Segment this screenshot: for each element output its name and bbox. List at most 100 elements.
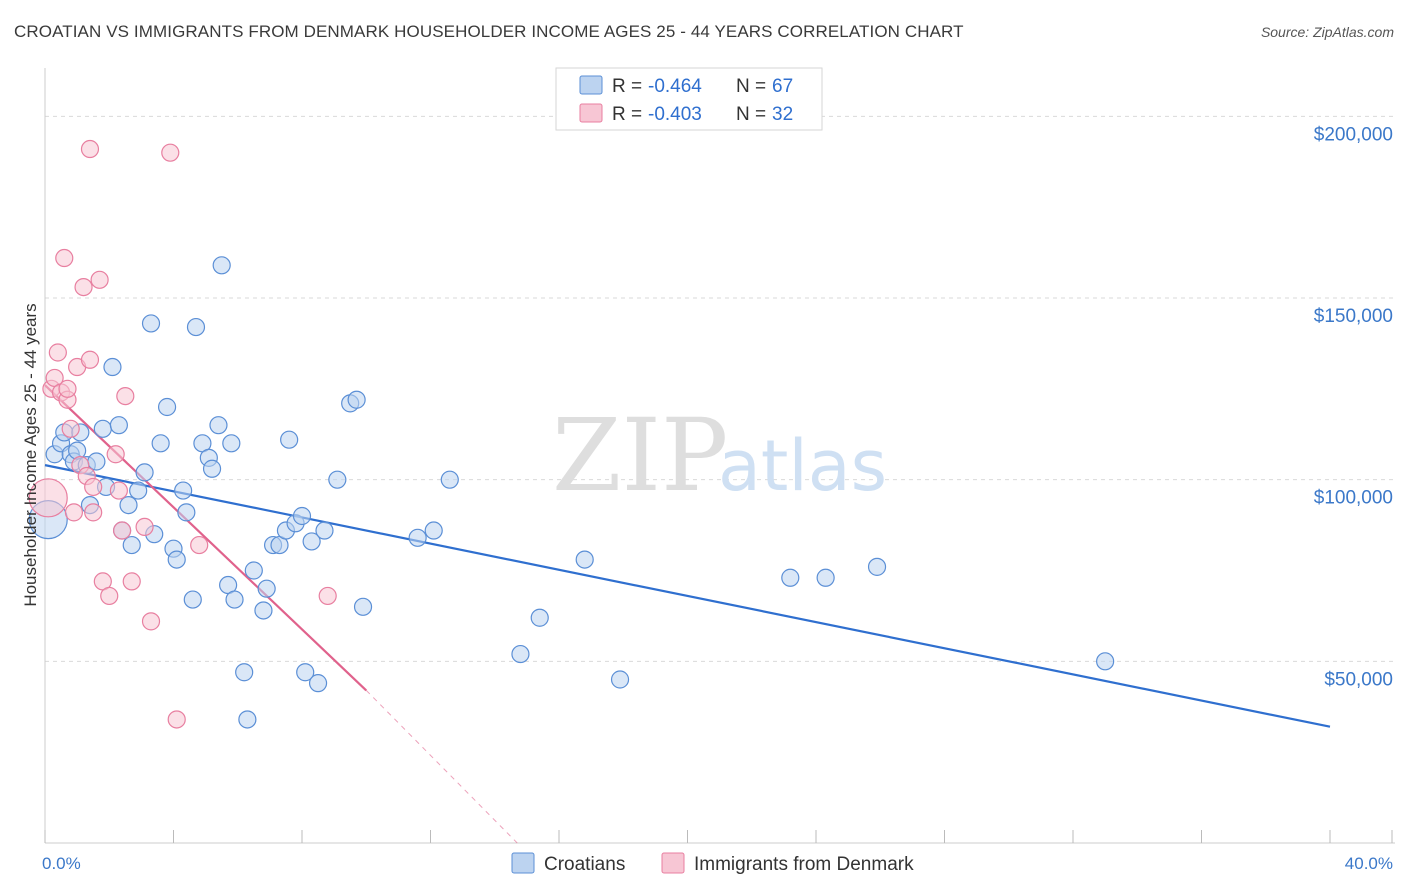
legend-r-label: R = [612,104,642,125]
croatians-point [347,390,366,409]
denmark-point [74,278,93,297]
denmark-trend-extension [365,690,518,844]
denmark-point [58,379,77,398]
croatians-point [167,550,186,569]
croatians-point [119,496,138,515]
denmark-point [84,503,103,522]
croatians-point [141,314,161,333]
croatians-point [177,503,196,522]
croatians-trend-line [44,464,1331,728]
source-credit: Source: ZipAtlas.com [1260,24,1394,40]
croatians-point [781,568,800,587]
croatians-point [292,506,312,526]
croatians-point [424,521,443,540]
denmark-point [28,478,68,518]
croatians-point [209,416,228,435]
denmark-point [161,143,180,162]
croatians-point [280,430,299,449]
denmark-point [106,445,125,464]
denmark-point [61,419,80,438]
croatians-point [212,256,231,275]
denmark-point [64,503,84,522]
legend-swatch-denmark [579,103,603,123]
croatians-point [408,528,427,547]
bottom-legend-croatians: Croatians [544,854,625,875]
croatians-point [315,521,334,540]
y-axis-title: Householder Income Ages 25 - 44 years [21,303,40,606]
legend-r-value: -0.464 [648,76,702,97]
axes [44,68,1395,844]
bottom-legend-denmark: Immigrants from Denmark [694,854,914,875]
croatians-point [183,590,202,609]
denmark-point [55,248,74,268]
grid-lines [45,115,1395,662]
croatians-point [129,481,148,500]
legend-n-value: 32 [772,104,793,125]
legend-swatch-croatians [579,75,603,95]
croatians-point [302,532,321,551]
x-tick-labels: 0.0% 40.0% [42,854,1393,873]
bottom-legend-swatch-denmark [661,852,685,874]
croatians-point [254,601,273,620]
watermark-atlas: atlas [718,425,887,507]
watermark: ZIP atlas [552,397,887,514]
denmark-point [90,270,109,289]
series-legend: Croatians Immigrants from Denmark [511,852,914,875]
correlation-legend: R = -0.464 N = 67 R = -0.403 N = 32 [555,67,823,131]
croatians-point [440,470,459,489]
denmark-point [141,612,161,631]
legend-n-value: 67 [772,76,793,97]
denmark-point [318,586,337,606]
denmark-point [109,481,128,500]
croatians-point [186,317,206,337]
croatians-point [257,579,276,598]
y-tick-label: $200,000 [1314,124,1393,145]
croatians-point [308,674,328,693]
x-tick-label: 40.0% [1345,854,1393,873]
legend-n-label: N = [736,104,766,125]
croatians-point [225,590,244,609]
denmark-point [167,710,186,729]
croatians-point [610,670,630,689]
legend-r-label: R = [612,76,642,97]
denmark-point [190,535,209,555]
croatians-point [296,663,315,682]
denmark-point [80,350,100,369]
croatians-point [222,434,241,453]
croatians-point [135,463,154,482]
denmark-point [84,477,103,497]
x-tick-label: 0.0% [42,854,81,873]
croatians-point [353,597,373,616]
croatians-point [122,535,141,555]
croatians-point [244,561,263,580]
denmark-point [135,517,154,537]
croatians-point [174,481,193,500]
y-tick-label: $150,000 [1314,306,1393,327]
croatians-point [328,470,347,489]
legend-r-value: -0.403 [648,104,702,125]
y-tick-label: $50,000 [1324,669,1393,690]
croatians-point [157,397,177,417]
y-tick-labels: $50,000 $100,000 $150,000 $200,000 [1314,124,1393,690]
croatians-point [238,710,257,729]
denmark-point [116,387,135,406]
croatians-point [867,557,887,576]
denmark-point [48,343,67,362]
croatians-point [93,419,112,438]
data-points [28,139,1115,729]
croatians-point [109,416,128,435]
croatians-point [87,452,106,471]
denmark-point [122,572,141,591]
croatians-point [103,357,122,377]
croatians-point [816,568,835,587]
bottom-legend-swatch-croatians [511,852,535,874]
y-tick-label: $100,000 [1314,488,1393,509]
chart-title: CROATIAN VS IMMIGRANTS FROM DENMARK HOUS… [14,22,964,41]
croatians-point [1096,652,1115,671]
watermark-zip: ZIP [552,397,728,514]
denmark-point [100,586,119,606]
denmark-point [80,139,100,159]
croatians-point [530,608,549,627]
croatians-point [235,663,254,682]
